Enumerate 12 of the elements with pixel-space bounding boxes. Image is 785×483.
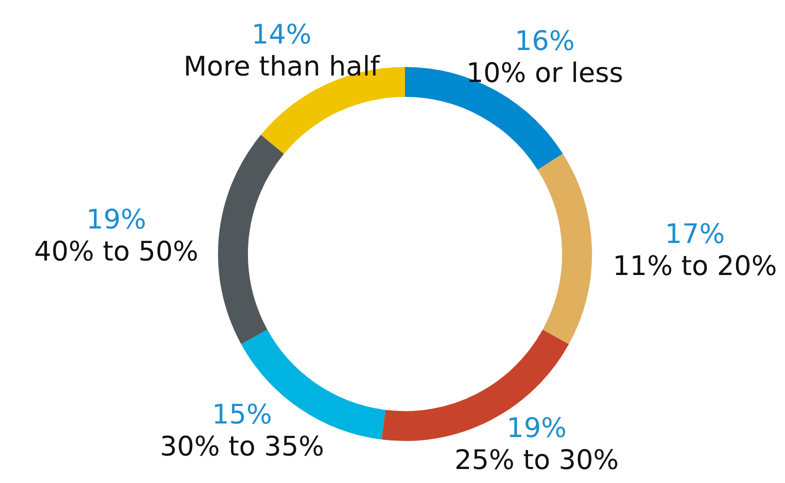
slice-label: More than half (183, 52, 382, 83)
data-label: 19% (506, 413, 567, 444)
slice-label: 25% to 30% (454, 445, 619, 476)
slice-label: 40% to 50% (34, 236, 198, 268)
slice-label: 30% to 35% (160, 432, 324, 463)
data-label: 19% (86, 204, 146, 236)
slice-label: 10% or less (466, 58, 624, 90)
data-label: 14% (252, 20, 312, 51)
slice-label: 11% to 20% (612, 250, 778, 282)
data-label: 17% (664, 218, 725, 250)
data-label: 16% (514, 26, 575, 58)
data-label: 15% (212, 400, 272, 431)
